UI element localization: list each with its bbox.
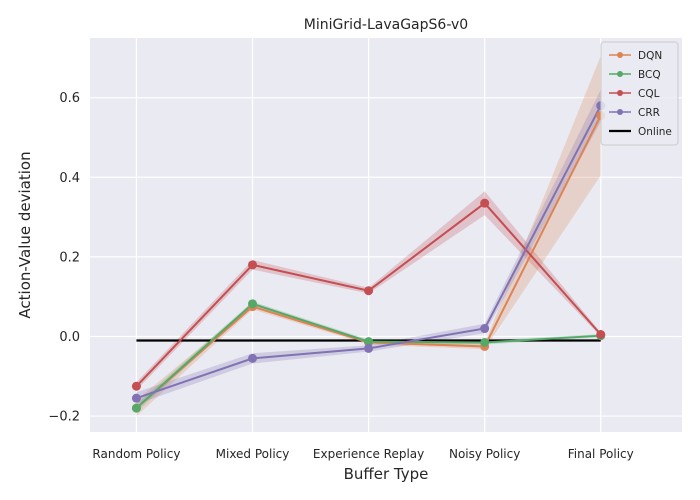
point-bcq xyxy=(480,337,490,347)
point-crr xyxy=(364,343,374,353)
x-axis-title: Buffer Type xyxy=(344,465,429,483)
point-cql xyxy=(480,198,490,208)
y-tick-label: 0.0 xyxy=(59,330,80,345)
x-tick-label: Mixed Policy xyxy=(216,447,290,461)
point-crr xyxy=(248,353,258,363)
legend-label-crr: CRR xyxy=(638,107,660,119)
legend-marker-crr xyxy=(617,109,623,115)
legend-marker-cql xyxy=(617,90,623,96)
x-ticks: Random Policy Mixed Policy Experience Repl… xyxy=(92,447,633,461)
legend-label-bcq: BCQ xyxy=(638,69,661,81)
point-crr xyxy=(131,393,141,403)
legend: DQN BCQ CQL CRR Online xyxy=(600,41,679,146)
y-ticks: −0.2 0.0 0.2 0.4 0.6 xyxy=(48,91,80,424)
point-cql xyxy=(131,381,141,391)
y-tick-label: 0.4 xyxy=(59,171,80,186)
legend-label-online: Online xyxy=(638,126,672,138)
grid xyxy=(90,38,682,432)
point-cql xyxy=(596,329,606,339)
point-cql xyxy=(248,260,258,270)
x-tick-label: Final Policy xyxy=(568,447,634,461)
point-cql xyxy=(364,286,374,296)
legend-box xyxy=(600,41,679,146)
series-points xyxy=(131,101,606,413)
legend-label-cql: CQL xyxy=(638,88,660,100)
x-tick-label: Random Policy xyxy=(92,447,180,461)
y-tick-label: 0.6 xyxy=(59,91,80,106)
x-tick-label: Experience Replay xyxy=(313,447,424,461)
point-bcq xyxy=(364,337,374,347)
legend-marker-bcq xyxy=(617,71,623,77)
x-tick-label: Noisy Policy xyxy=(449,447,520,461)
point-bcq xyxy=(248,299,258,309)
y-tick-label: −0.2 xyxy=(48,410,80,425)
chart-title: MiniGrid-LavaGapS6-v0 xyxy=(304,17,468,33)
point-crr xyxy=(480,324,490,334)
legend-label-dqn: DQN xyxy=(638,50,662,62)
plot-area xyxy=(90,38,682,432)
y-axis-title: Action-Value deviation xyxy=(16,151,34,318)
y-tick-label: 0.2 xyxy=(59,250,80,265)
legend-marker-dqn xyxy=(617,52,623,58)
point-bcq xyxy=(131,403,141,413)
